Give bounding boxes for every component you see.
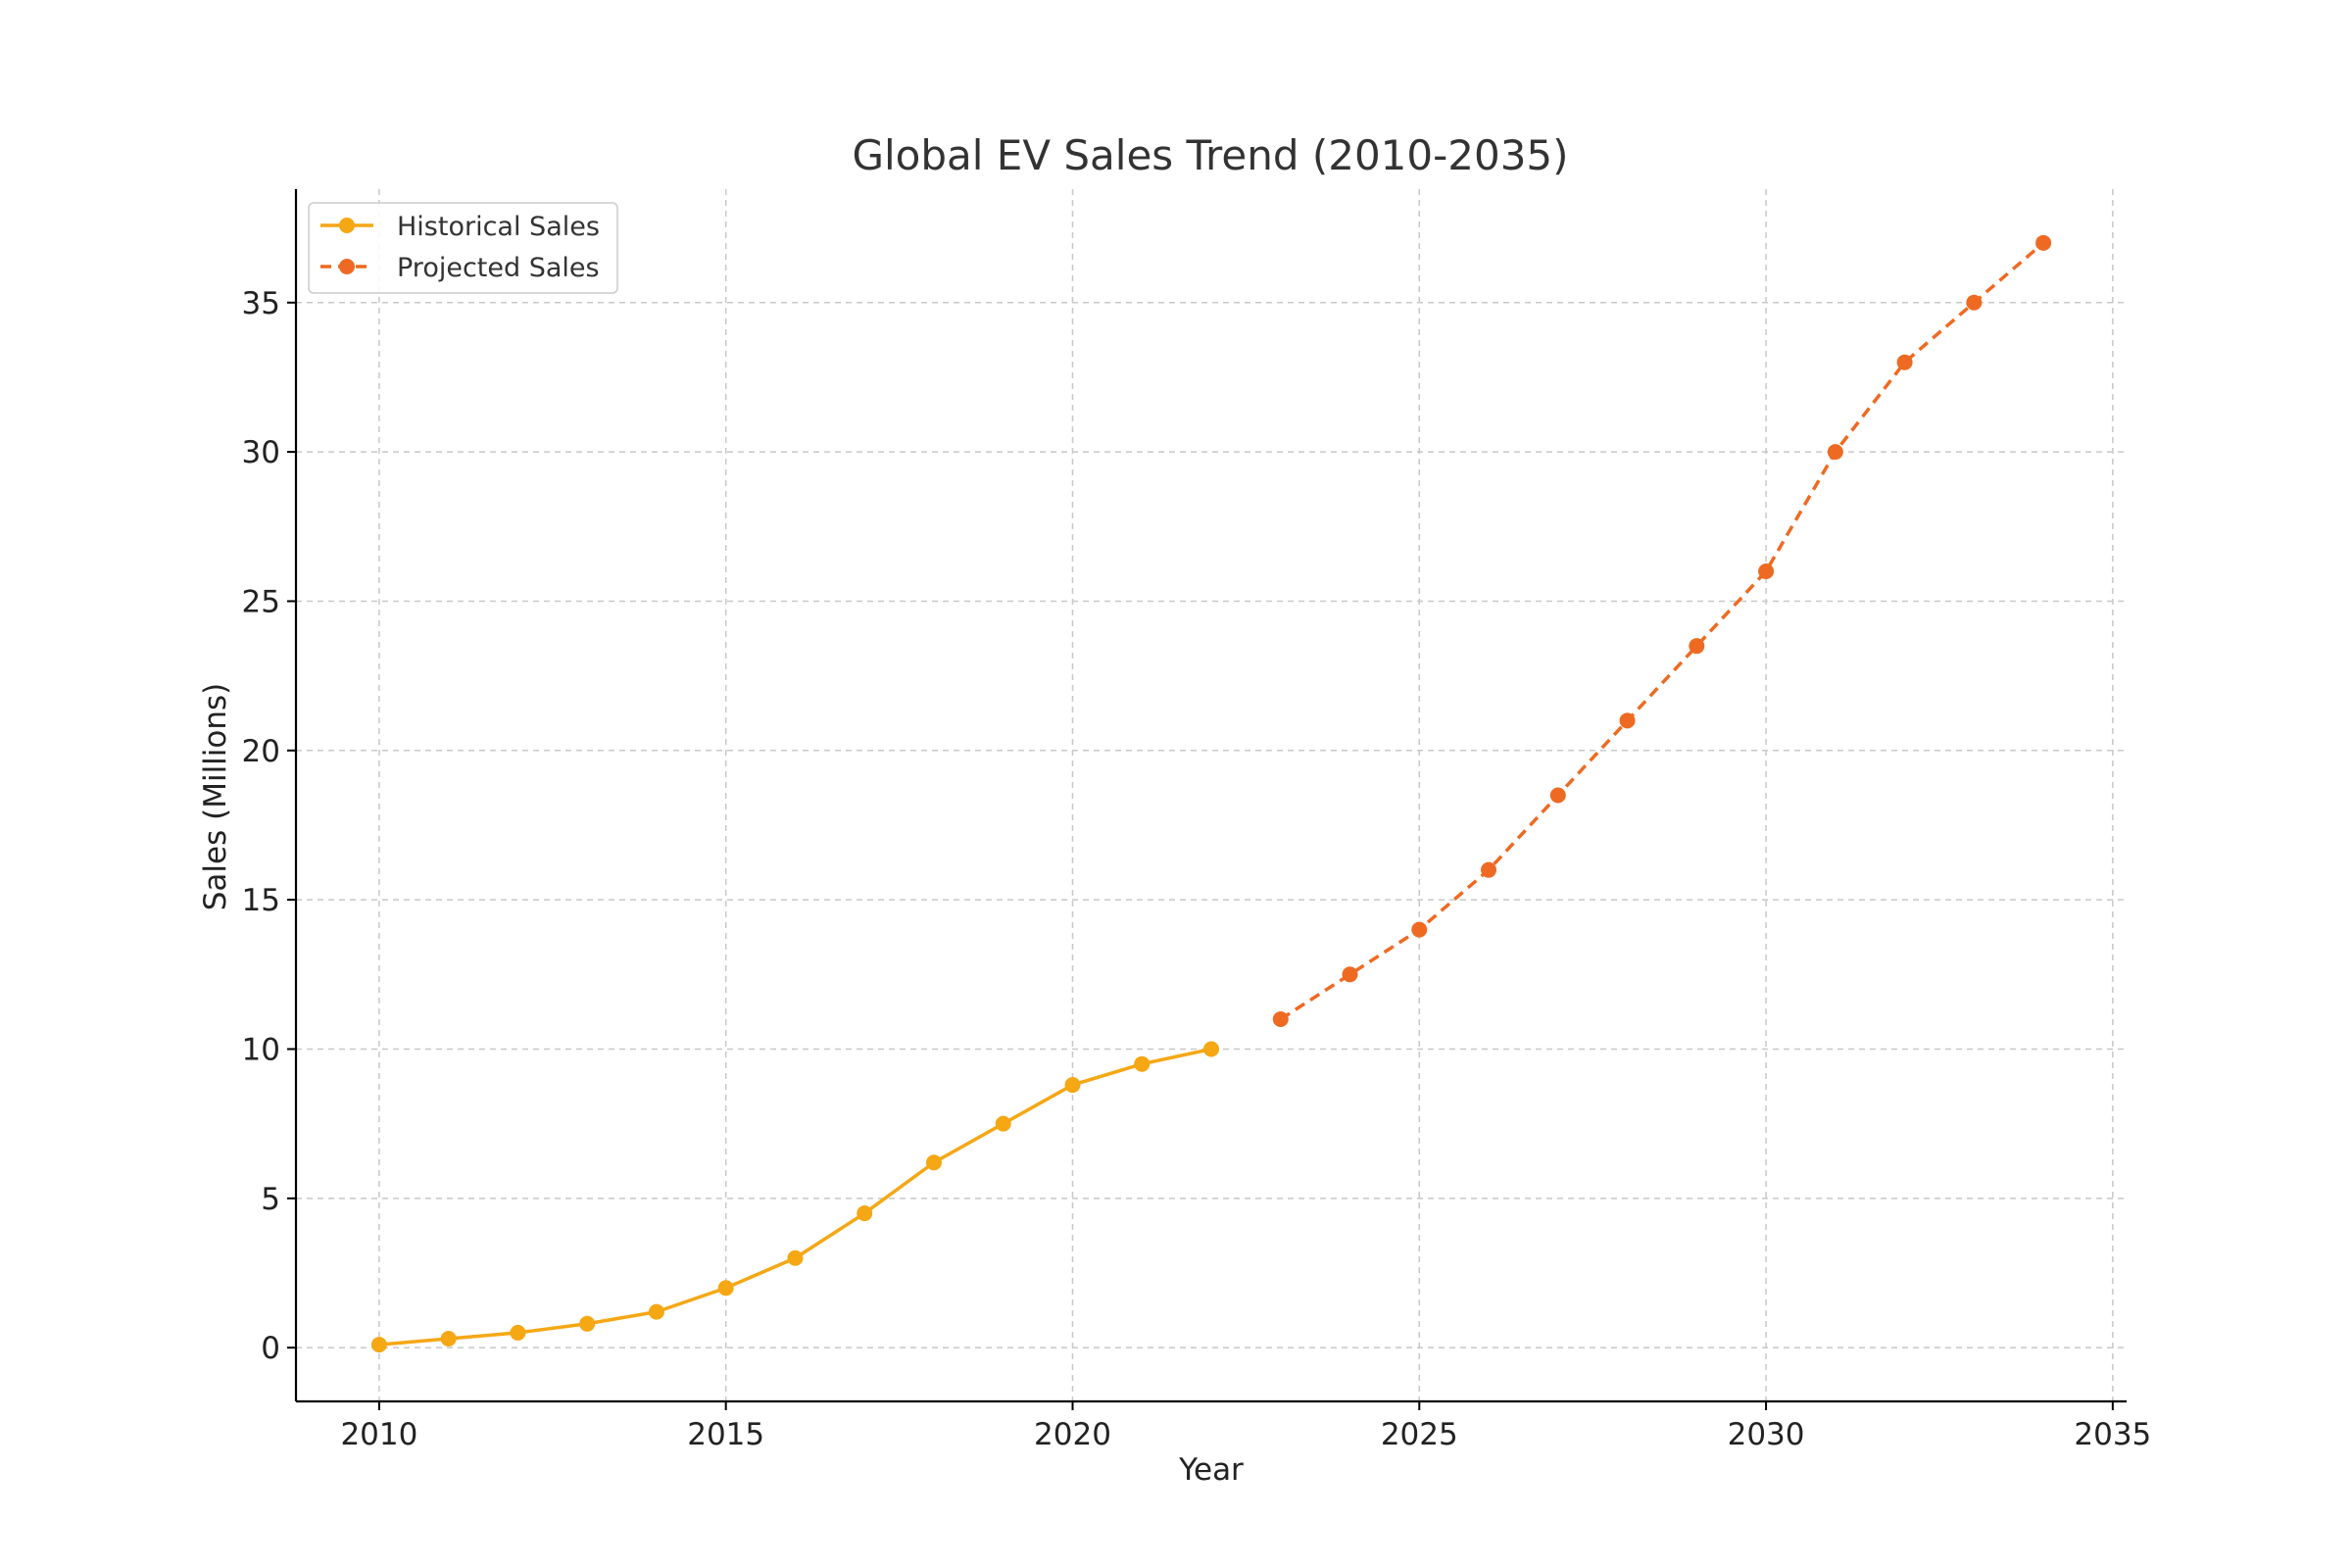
- historical-sales-point: [1134, 1055, 1151, 1072]
- y-axis-label: Sales (Millions): [198, 683, 233, 911]
- projected-sales-point: [1966, 294, 1983, 311]
- projected-sales-point: [1758, 563, 1775, 579]
- x-tick-label: 2035: [2074, 1417, 2151, 1452]
- legend-projected-marker: [339, 259, 355, 274]
- historical-sales-point: [717, 1280, 734, 1297]
- y-tick-label: 35: [242, 286, 280, 321]
- historical-sales-point: [995, 1115, 1011, 1132]
- historical-sales-point: [648, 1303, 664, 1320]
- x-tick-label: 2030: [1728, 1417, 1805, 1452]
- projected-sales-point: [1827, 444, 1843, 461]
- projected-sales-point: [1689, 638, 1705, 655]
- historical-sales-point: [787, 1250, 804, 1266]
- y-tick-label: 20: [242, 734, 280, 769]
- historical-sales-point: [925, 1154, 942, 1171]
- historical-sales-point: [370, 1337, 387, 1353]
- y-tick-label: 30: [242, 435, 280, 470]
- historical-sales-line: [378, 1047, 1212, 1347]
- historical-sales-point: [857, 1205, 873, 1222]
- projected-sales-point: [1342, 966, 1358, 983]
- projected-sales-point: [1481, 861, 1497, 878]
- historical-sales-point: [1064, 1077, 1081, 1094]
- y-tick-label: 15: [242, 883, 280, 918]
- historical-sales-point: [510, 1324, 526, 1341]
- x-tick-label: 2025: [1381, 1417, 1458, 1452]
- axes-layer: [294, 189, 2127, 1403]
- historical-sales-point: [440, 1331, 457, 1348]
- projected-sales-point: [2035, 234, 2052, 251]
- chart-title: Global EV Sales Trend (2010-2035): [852, 131, 1568, 179]
- y-tick-label: 5: [261, 1182, 280, 1217]
- historical-sales-point: [1203, 1041, 1219, 1057]
- x-tick-label: 2015: [687, 1417, 764, 1452]
- historical-sales-point: [579, 1315, 596, 1332]
- grid-layer: [296, 189, 2127, 1401]
- legend-historical-marker: [339, 218, 355, 233]
- y-tick-label: 25: [242, 584, 280, 619]
- legend-box: [308, 202, 618, 294]
- series-layer: [370, 234, 2052, 1353]
- projected-sales-series: [1272, 234, 2052, 1028]
- legend-historical-label: Historical Sales: [397, 212, 600, 242]
- legend-projected-label: Projected Sales: [397, 253, 600, 283]
- x-axis-label: Year: [1178, 1452, 1244, 1488]
- historical-sales-series: [370, 1041, 1219, 1353]
- x-tick-label: 2010: [340, 1417, 417, 1452]
- projected-sales-point: [1549, 787, 1566, 804]
- projected-sales-point: [1272, 1011, 1289, 1028]
- projected-sales-point: [1411, 921, 1428, 938]
- y-tick-label: 0: [261, 1331, 280, 1366]
- legend: Historical Sales Projected Sales: [308, 202, 618, 294]
- projected-sales-point: [1619, 712, 1636, 729]
- x-tick-label: 2020: [1034, 1417, 1111, 1452]
- projected-sales-line: [1279, 241, 2045, 1021]
- y-tick-label: 10: [242, 1032, 280, 1067]
- projected-sales-point: [1896, 354, 1913, 370]
